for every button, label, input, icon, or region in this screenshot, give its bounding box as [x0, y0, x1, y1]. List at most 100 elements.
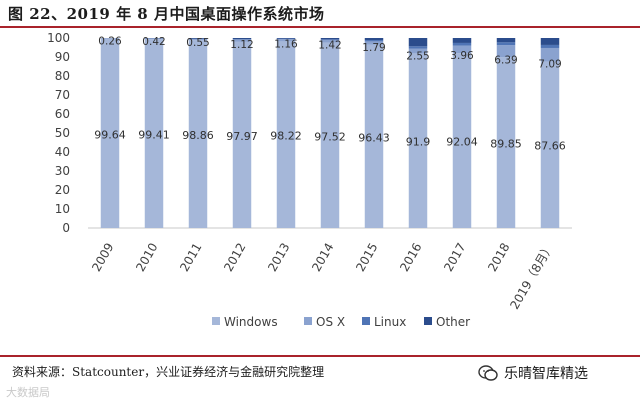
bar-segment-os-x — [276, 39, 296, 42]
data-label-windows: 96.43 — [358, 131, 390, 144]
y-tick-label: 50 — [55, 126, 70, 140]
source-note: 资料来源：Statcounter，兴业证券经济与金融研究院整理 — [12, 365, 325, 379]
bar-segment-linux — [276, 38, 296, 40]
data-label-windows: 99.41 — [138, 129, 170, 142]
data-label-windows: 91.9 — [406, 136, 431, 149]
x-tick-label: 2012 — [221, 241, 248, 274]
bar-segment-linux — [408, 46, 428, 49]
x-tick-label: 2015 — [353, 241, 380, 274]
data-label-osx: 3.96 — [450, 50, 474, 62]
bar-segment-windows — [496, 57, 516, 228]
bar-segment-other — [496, 38, 516, 43]
watermark-left-text: 大数据局 — [6, 386, 50, 399]
x-tick-label: 2014 — [309, 241, 336, 274]
y-tick-label: 0 — [62, 221, 70, 235]
x-tick-label: 2011 — [177, 241, 204, 274]
x-tick-label: 2013 — [265, 241, 292, 274]
figure-title: 图 22、2019 年 8 月中国桌面操作系统市场 — [8, 5, 325, 23]
watermark-right: 乐晴智库精选 — [470, 360, 596, 386]
stacked-bar-chart: 0 10 20 30 40 50 60 70 80 90 100 99.64 0.26 2009 99.41… — [47, 31, 572, 329]
y-tick-label: 20 — [55, 183, 70, 197]
data-label-osx: 7.09 — [538, 58, 561, 70]
bar-segment-os-x — [452, 45, 472, 54]
legend-swatch-windows — [212, 317, 220, 325]
bar-segment-os-x — [496, 45, 516, 58]
data-label-windows: 99.64 — [94, 128, 126, 141]
y-tick-label: 100 — [47, 31, 70, 45]
bar-segment-windows — [144, 39, 164, 228]
y-tick-label: 90 — [55, 50, 70, 64]
bar-segment-other — [452, 38, 472, 43]
data-label-windows: 92.04 — [446, 136, 478, 149]
bar-segment-windows — [408, 53, 428, 228]
bar-segment-os-x — [144, 38, 164, 40]
chart-area: 0 10 20 30 40 50 60 70 80 90 100 99.64 0.26 2009 99.41… — [0, 28, 640, 350]
bar-segment-other — [188, 38, 208, 39]
bar-segment-windows — [320, 42, 340, 228]
data-label-windows: 97.52 — [314, 130, 346, 143]
y-tick-label: 40 — [55, 145, 70, 159]
data-label-osx: 0.42 — [142, 36, 165, 48]
x-tick-label: 2010 — [133, 241, 160, 274]
bar-segment-windows — [276, 41, 296, 228]
legend-label-linux: Linux — [374, 315, 406, 329]
wechat-icon — [478, 365, 498, 381]
data-label-windows: 89.85 — [490, 138, 522, 151]
x-tick-label: 2018 — [485, 241, 512, 274]
legend-label-other: Other — [436, 315, 470, 329]
data-label-osx: 1.79 — [362, 42, 385, 54]
x-tick-label: 2019（8月） — [507, 241, 556, 312]
footer-divider — [0, 355, 640, 357]
header-divider — [0, 26, 640, 28]
data-label-osx: 2.55 — [406, 50, 429, 62]
data-label-windows: 98.22 — [270, 130, 302, 143]
data-label-osx: 1.42 — [318, 40, 341, 52]
bar-segment-other — [276, 38, 296, 39]
bar-segment-os-x — [540, 47, 560, 62]
bar-segment-other — [320, 38, 340, 40]
bar-segment-linux — [496, 42, 516, 46]
bar-segment-windows — [100, 38, 120, 229]
bar-segment-linux — [540, 44, 560, 48]
data-label-windows: 87.66 — [534, 140, 566, 153]
data-label-windows: 98.86 — [182, 129, 214, 142]
y-tick-label: 10 — [55, 202, 70, 216]
x-tick-label: 2009 — [89, 241, 116, 274]
bar-segment-os-x — [408, 48, 428, 54]
bar-segment-windows — [232, 41, 252, 229]
data-label-osx: 0.26 — [98, 36, 122, 48]
legend-label-windows: Windows — [224, 315, 278, 329]
legend-swatch-os-x — [304, 317, 312, 325]
bar-segment-linux — [452, 42, 472, 46]
data-label-osx: 1.12 — [230, 39, 253, 51]
y-tick-label: 80 — [55, 69, 70, 83]
y-tick-label: 30 — [55, 164, 70, 178]
legend-swatch-other — [424, 317, 432, 325]
bar-segment-os-x — [188, 39, 208, 41]
bar-segment-other — [408, 38, 428, 47]
bar-segment-linux — [320, 39, 340, 41]
y-tick-label: 70 — [55, 88, 70, 102]
bar-segment-other — [232, 38, 252, 40]
data-label-osx: 6.39 — [494, 54, 517, 66]
legend-label-os-x: OS X — [316, 315, 345, 329]
x-tick-label: 2016 — [397, 241, 424, 274]
bar-segment-linux — [364, 40, 384, 42]
bar-segment-windows — [188, 40, 208, 228]
x-tick-label: 2017 — [441, 241, 468, 274]
bar-segment-os-x — [320, 40, 340, 43]
legend-swatch-linux — [362, 317, 370, 325]
data-label-windows: 97.97 — [226, 130, 258, 143]
figure-header: 图 22、2019 年 8 月中国桌面操作系统市场 — [0, 0, 640, 28]
bar-segment-windows — [364, 44, 384, 229]
data-label-osx: 0.55 — [186, 37, 209, 49]
bar-segment-os-x — [232, 39, 252, 42]
watermark-left: 大数据局 — [6, 384, 50, 402]
bar-segment-other — [364, 38, 384, 41]
bar-segment-windows — [540, 61, 560, 228]
data-label-osx: 1.16 — [274, 38, 298, 50]
watermark-right-text: 乐晴智库精选 — [504, 366, 588, 382]
bar-segment-other — [540, 38, 560, 45]
bar-segment-windows — [452, 53, 472, 229]
bar-segment-linux — [232, 39, 252, 40]
